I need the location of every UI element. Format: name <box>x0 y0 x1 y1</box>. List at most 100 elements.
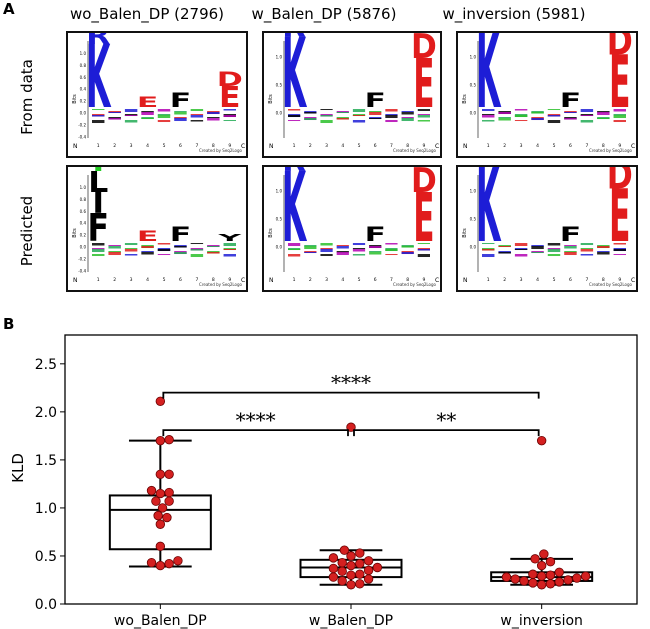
logo-ytick-label: 0.5 <box>470 83 477 88</box>
logo-minor-residue <box>401 118 414 122</box>
logo-minor-residue <box>417 109 430 112</box>
data-point <box>337 557 347 568</box>
logo-residue-letter: R <box>282 167 306 179</box>
data-point <box>536 435 547 446</box>
logo-minor-residue <box>498 117 511 119</box>
logo-minor-residue <box>124 120 138 123</box>
column-title-w-balen-dp: w_Balen_DP (5876) <box>251 5 397 23</box>
logo-position-label: 2 <box>309 277 312 283</box>
logo-minor-residue <box>482 120 495 122</box>
data-point <box>155 519 166 529</box>
logo-minor-residue <box>417 115 430 118</box>
logo-minor-residue <box>531 252 544 254</box>
data-point <box>519 576 529 586</box>
logo-residue-letter: R <box>476 33 500 38</box>
sequence-logo: Bits 1.0 0.5 0.0 N C 1 2 3 4 5 6 7 8 9 KR F ED Created by … <box>262 31 442 158</box>
logo-minor-residue <box>108 251 121 253</box>
logo-minor-residue <box>564 251 577 253</box>
logo-position-label: 1 <box>293 143 296 149</box>
logo-residue-letter: F <box>365 90 386 112</box>
logo-residue-letter: K <box>282 33 307 130</box>
logo-ytick-label: 0.2 <box>80 99 87 104</box>
logo-ytick-label: -0.4 <box>78 134 86 139</box>
logo-minor-residue <box>141 111 154 113</box>
logo-ytick-label: 1.0 <box>80 51 87 56</box>
logo-minor-residue <box>336 252 349 256</box>
logo-minor-residue <box>369 118 382 120</box>
logo-minor-residue <box>157 243 171 245</box>
data-point <box>530 554 540 564</box>
logo-position-label: 7 <box>390 277 393 283</box>
logo-minor-residue <box>320 243 333 246</box>
data-point <box>339 545 350 555</box>
logo-minor-residue <box>580 120 594 123</box>
logo-ytick-label: 0.0 <box>80 111 87 116</box>
logo-minor-residue <box>157 120 171 123</box>
logo-minor-residue <box>514 249 528 251</box>
logo-minor-residue <box>304 118 317 121</box>
logo-minor-residue <box>417 120 430 122</box>
logo-position-label: 7 <box>195 143 198 149</box>
logo-minor-residue <box>580 115 594 117</box>
logo-position-label: 4 <box>341 143 344 149</box>
logo-minor-residue <box>108 112 121 114</box>
data-point <box>164 558 174 569</box>
logo-minor-residue <box>498 118 511 121</box>
logo-position-label: 3 <box>130 143 133 149</box>
logo-credit-text: Created by Seq2Logo <box>589 282 632 287</box>
data-point <box>155 560 166 571</box>
logo-minor-residue <box>547 120 561 124</box>
panel-b-letter: B <box>3 315 15 333</box>
logo-ytick-label: 0.0 <box>276 111 283 116</box>
y-tick-label: 2.0 <box>35 405 57 421</box>
logo-minor-residue <box>385 254 398 256</box>
logo-minor-residue <box>320 115 333 117</box>
logo-residue-letter: F <box>560 224 581 246</box>
data-point <box>337 566 347 577</box>
y-tick-label: 0.5 <box>35 549 57 565</box>
logo-position-label: 2 <box>309 143 312 149</box>
logo-minor-residue <box>174 246 187 248</box>
logo-minor-residue <box>92 120 105 124</box>
logo-ytick-label: 1.0 <box>470 55 477 60</box>
logo-residue-letter: I <box>92 187 104 220</box>
significance-bracket <box>353 429 540 437</box>
data-point <box>346 580 356 590</box>
data-point <box>155 435 166 446</box>
logo-position-label: 3 <box>325 277 328 283</box>
logo-position-label: 3 <box>130 277 133 283</box>
logo-position-label: 5 <box>553 277 556 283</box>
logo-minor-residue <box>580 249 594 252</box>
logo-minor-residue <box>597 252 610 255</box>
logo-credit-text: Created by Seq2Logo <box>393 148 436 153</box>
logo-minor-residue <box>547 248 561 250</box>
logo-position-label: 9 <box>422 143 425 149</box>
logo-position-label: 9 <box>422 277 425 283</box>
logo-minor-residue <box>597 118 610 120</box>
y-tick-label: 1.5 <box>35 453 57 469</box>
logo-residue-letter: K <box>282 167 307 264</box>
logo-minor-residue <box>336 112 349 114</box>
data-point <box>539 549 549 559</box>
logo-minor-residue <box>92 249 105 253</box>
logo-position-label: 1 <box>293 277 296 283</box>
logo-minor-residue <box>288 249 301 251</box>
y-tick-label: 2.5 <box>35 357 57 373</box>
logo-position-label: 4 <box>536 143 539 149</box>
logo-minor-residue <box>531 246 544 250</box>
logo-minor-residue <box>369 246 382 249</box>
logo-minor-residue <box>336 246 349 249</box>
logo-residue-letter: E <box>137 227 158 244</box>
logo-minor-residue <box>124 254 138 256</box>
logo-position-label: 5 <box>163 143 166 149</box>
logo-ytick-label: 1.0 <box>276 55 283 60</box>
logo-minor-residue <box>92 115 105 117</box>
y-tick-label: 1.0 <box>35 501 57 517</box>
logo-minor-residue <box>304 246 317 250</box>
logo-position-label: 3 <box>520 277 523 283</box>
logo-residue-letter: E <box>413 179 434 257</box>
data-point <box>355 579 365 589</box>
logo-minor-residue <box>613 249 626 252</box>
logo-minor-residue <box>124 109 138 113</box>
logo-bits-label: Bits <box>268 228 274 238</box>
